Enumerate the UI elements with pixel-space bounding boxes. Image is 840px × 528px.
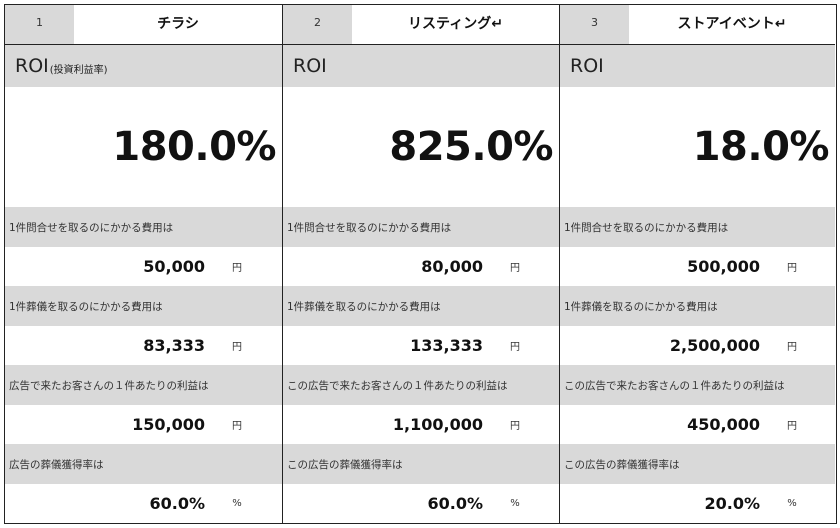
metric-unit: % [787, 498, 797, 509]
column-number: 1 [5, 5, 74, 44]
metric-row-cost-per-funeral: 2,500,000 円 [560, 326, 835, 365]
metric-label-cost-per-funeral: 1件葬儀を取るのにかかる費用は [560, 286, 835, 326]
roi-label-text: ROI [15, 55, 49, 77]
metric-row-profit-per-customer: 1,100,000 円 [283, 405, 559, 444]
metric-unit: 円 [232, 342, 242, 353]
roi-value: 18.0% [692, 124, 830, 170]
column-title: ストアイベント↵ [677, 15, 787, 32]
metric-label-acquisition-rate: この広告の葬儀獲得率は [283, 444, 559, 484]
metric-value: 500,000 [687, 257, 760, 276]
metric-row-cost-per-inquiry: 80,000 円 [283, 247, 559, 286]
roi-value: 180.0% [112, 124, 276, 170]
metric-unit: % [232, 498, 242, 509]
roi-label-text: ROI [570, 55, 604, 77]
roi-label: ROI (投資利益率) [5, 45, 282, 87]
metric-unit: 円 [510, 263, 520, 274]
roi-label: ROI [560, 45, 835, 87]
column-header: 3 ストアイベント↵ [560, 5, 835, 45]
roi-label-text: ROI [293, 55, 327, 77]
column-header: 2 リスティング↵ [283, 5, 559, 45]
column-store-event: 3 ストアイベント↵ ROI 18.0% 1件問合せを取るのにかかる費用は 50… [559, 5, 835, 523]
metric-value: 83,333 [143, 336, 205, 355]
roi-label-note: (投資利益率) [49, 64, 108, 76]
metric-row-acquisition-rate: 60.0% % [5, 484, 282, 523]
column-listing: 2 リスティング↵ ROI 825.0% 1件問合せを取るのにかかる費用は 80… [282, 5, 559, 523]
metric-value: 60.0% [427, 494, 483, 513]
roi-label: ROI [283, 45, 559, 87]
metric-row-acquisition-rate: 60.0% % [283, 484, 559, 523]
roi-comparison-table: 1 チラシ ROI (投資利益率) 180.0% 1件問合せを取るのにかかる費用は… [4, 4, 837, 524]
column-number: 2 [283, 5, 352, 44]
metric-unit: 円 [787, 342, 797, 353]
roi-value: 825.0% [389, 124, 553, 170]
column-title: リスティング↵ [408, 15, 503, 32]
metric-label-profit-per-customer: 広告で来たお客さんの１件あたりの利益は [5, 365, 282, 405]
metric-unit: 円 [787, 263, 797, 274]
metric-row-profit-per-customer: 150,000 円 [5, 405, 282, 444]
metric-unit: 円 [232, 421, 242, 432]
metric-row-profit-per-customer: 450,000 円 [560, 405, 835, 444]
metric-row-cost-per-funeral: 133,333 円 [283, 326, 559, 365]
metric-row-cost-per-inquiry: 50,000 円 [5, 247, 282, 286]
column-title: チラシ [157, 15, 199, 32]
metric-value: 60.0% [149, 494, 205, 513]
metric-unit: 円 [510, 342, 520, 353]
metric-label-cost-per-funeral: 1件葬儀を取るのにかかる費用は [5, 286, 282, 326]
metric-value: 450,000 [687, 415, 760, 434]
metric-label-profit-per-customer: この広告で来たお客さんの１件あたりの利益は [560, 365, 835, 405]
metric-unit: 円 [232, 263, 242, 274]
column-header: 1 チラシ [5, 5, 282, 45]
metric-value: 20.0% [704, 494, 760, 513]
metric-row-cost-per-inquiry: 500,000 円 [560, 247, 835, 286]
metric-label-acquisition-rate: 広告の葬儀獲得率は [5, 444, 282, 484]
column-number: 3 [560, 5, 629, 44]
metric-unit: 円 [787, 421, 797, 432]
metric-unit: 円 [510, 421, 520, 432]
metric-unit: % [510, 498, 520, 509]
metric-value: 50,000 [143, 257, 205, 276]
metric-label-profit-per-customer: この広告で来たお客さんの１件あたりの利益は [283, 365, 559, 405]
metric-row-cost-per-funeral: 83,333 円 [5, 326, 282, 365]
metric-value: 150,000 [132, 415, 205, 434]
metric-label-cost-per-inquiry: 1件問合せを取るのにかかる費用は [5, 207, 282, 247]
metric-value: 2,500,000 [669, 336, 760, 355]
metric-value: 133,333 [410, 336, 483, 355]
metric-row-acquisition-rate: 20.0% % [560, 484, 835, 523]
metric-label-acquisition-rate: この広告の葬儀獲得率は [560, 444, 835, 484]
metric-label-cost-per-inquiry: 1件問合せを取るのにかかる費用は [560, 207, 835, 247]
metric-value: 80,000 [421, 257, 483, 276]
column-flyer: 1 チラシ ROI (投資利益率) 180.0% 1件問合せを取るのにかかる費用は… [5, 5, 282, 523]
metric-label-cost-per-inquiry: 1件問合せを取るのにかかる費用は [283, 207, 559, 247]
metric-label-cost-per-funeral: 1件葬儀を取るのにかかる費用は [283, 286, 559, 326]
metric-value: 1,100,000 [392, 415, 483, 434]
